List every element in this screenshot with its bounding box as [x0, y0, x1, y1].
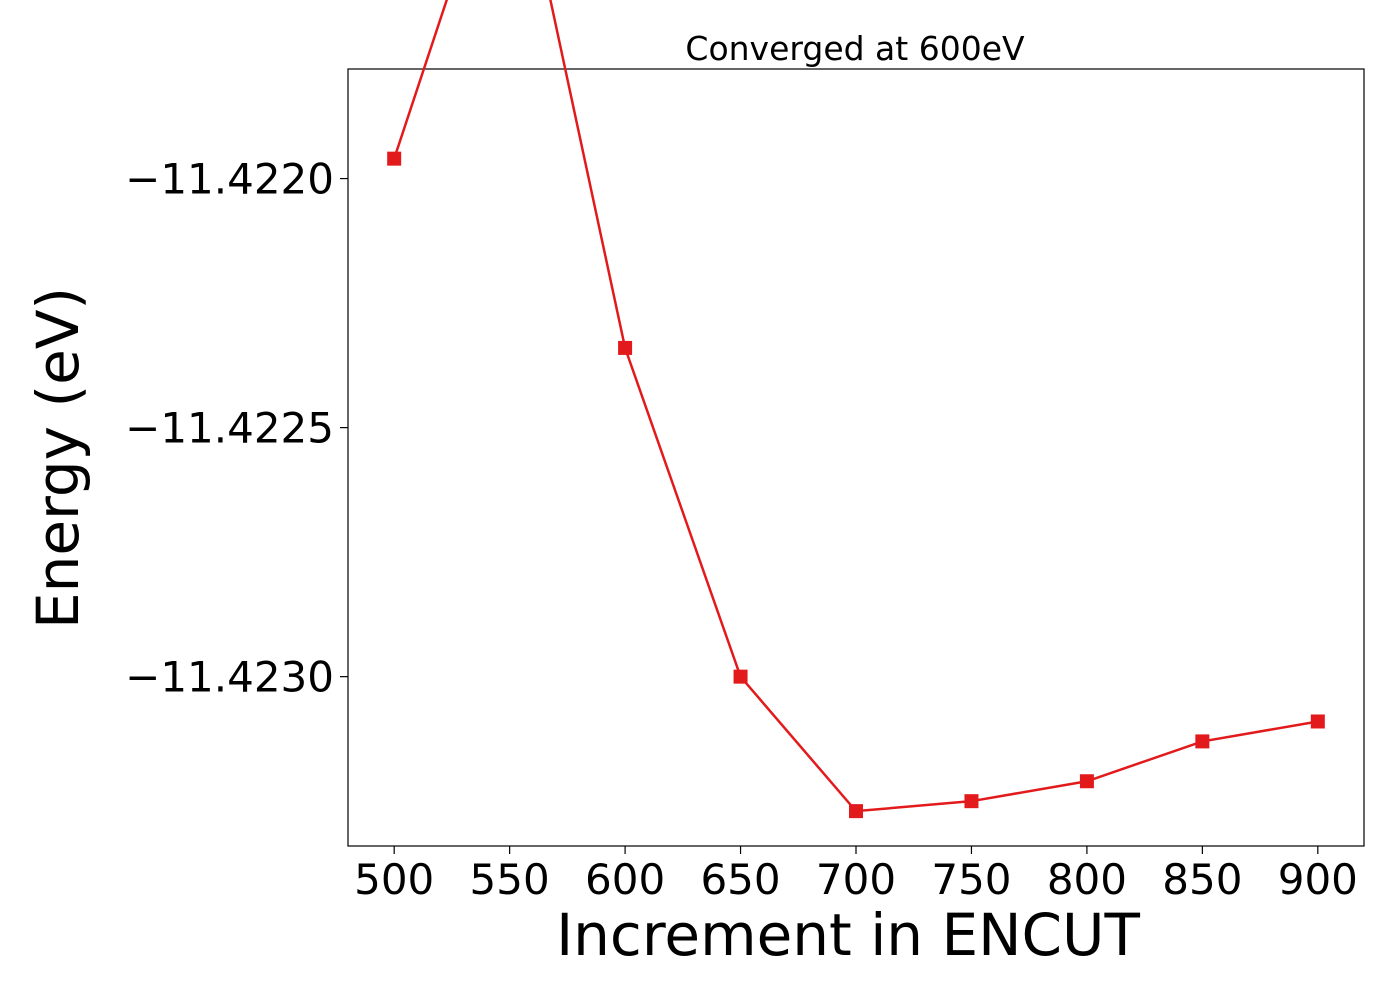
data-point	[1079, 774, 1094, 789]
x-tick-label: 500	[354, 855, 434, 904]
x-tick-label: 900	[1278, 855, 1358, 904]
data-point	[1310, 714, 1325, 729]
x-tick-label: 800	[1047, 855, 1127, 904]
data-point	[387, 151, 402, 166]
x-tick-label: 700	[816, 855, 896, 904]
data-point	[1195, 734, 1210, 749]
chart-title: Converged at 600eV	[685, 29, 1025, 68]
y-tick-label: −11.4225	[125, 404, 334, 453]
series-line	[392, 0, 1319, 813]
data-point	[849, 804, 863, 819]
x-tick-label: 850	[1162, 855, 1242, 904]
x-tick-label: 600	[585, 855, 665, 904]
y-axis: −11.4200−11.4205−11.4210−11.4215−11.4220…	[125, 155, 348, 702]
data-point	[964, 794, 979, 809]
x-tick-label: 550	[470, 855, 550, 904]
series-layer	[387, 0, 1325, 819]
x-tick-label: 750	[931, 855, 1011, 904]
data-point	[733, 669, 748, 684]
data-point	[618, 340, 633, 355]
x-axis: 500 550 600 650 700 750 800 850 900	[354, 846, 1358, 904]
y-axis-label: Energy (eV)	[24, 287, 92, 629]
x-axis-label: Increment in ENCUT	[556, 901, 1140, 969]
plot-area	[347, 68, 1365, 847]
y-tick-label: −11.4220	[125, 155, 334, 204]
x-tick-label: 650	[700, 855, 780, 904]
y-tick-label: −11.4230	[125, 653, 334, 702]
